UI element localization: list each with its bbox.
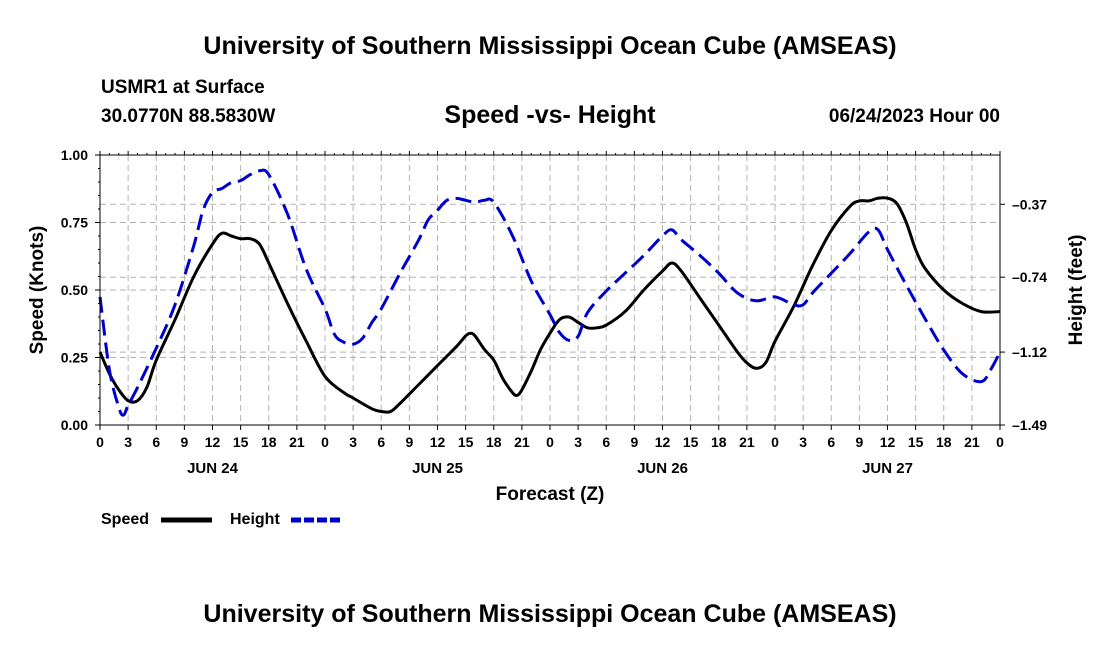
x-tick-label: 12 bbox=[430, 434, 446, 450]
x-axis: 0 3 6 9 12 15 18 21 0 3 6 9 12 15 18 21 0 3 6 9 12 15 18 21 0 3 6 9… bbox=[96, 151, 1004, 477]
y-right-tick-label: –0.37 bbox=[1012, 196, 1047, 212]
x-tick-label: 12 bbox=[655, 434, 671, 450]
x-tick-label: 15 bbox=[908, 434, 924, 450]
x-tick-label: 0 bbox=[546, 434, 554, 450]
y-axis-left: 0.00 0.25 0.50 0.75 1.00 bbox=[61, 147, 100, 433]
coords-label: 30.0770N 88.5830W bbox=[101, 106, 276, 127]
x-tick-label: 9 bbox=[180, 434, 188, 450]
x-tick-label: 21 bbox=[289, 434, 305, 450]
y-left-tick-label: 0.75 bbox=[61, 215, 88, 231]
x-tick-label: 3 bbox=[349, 434, 357, 450]
x-tick-label: 9 bbox=[855, 434, 863, 450]
chart-title: Speed -vs- Height bbox=[444, 101, 656, 129]
x-tick-label: 3 bbox=[799, 434, 807, 450]
footer-title: University of Southern Mississippi Ocean… bbox=[203, 600, 897, 628]
x-tick-label: 6 bbox=[602, 434, 610, 450]
y-right-tick-label: –1.49 bbox=[1012, 417, 1047, 433]
y-axis-right: –0.37 –0.74 –1.12 –1.49 bbox=[1000, 196, 1047, 433]
x-axis-title: Forecast (Z) bbox=[496, 484, 605, 505]
legend-label-height: Height bbox=[230, 511, 280, 528]
y-axis-left-title: Speed (Knots) bbox=[27, 226, 48, 355]
datetime-label: 06/24/2023 Hour 00 bbox=[828, 106, 1000, 127]
x-tick-label: 9 bbox=[630, 434, 638, 450]
x-tick-label: 18 bbox=[936, 434, 952, 450]
x-tick-label: 3 bbox=[124, 434, 132, 450]
day-label: JUN 25 bbox=[412, 460, 463, 477]
x-tick-label: 15 bbox=[458, 434, 474, 450]
x-tick-label: 6 bbox=[377, 434, 385, 450]
y-left-tick-label: 1.00 bbox=[61, 147, 88, 163]
grid-lines bbox=[100, 155, 1000, 426]
page-title: University of Southern Mississippi Ocean… bbox=[203, 32, 897, 60]
x-tick-label: 21 bbox=[514, 434, 530, 450]
x-tick-label: 12 bbox=[880, 434, 896, 450]
x-tick-label: 3 bbox=[574, 434, 582, 450]
series-line-height bbox=[98, 168, 1002, 417]
series-group bbox=[98, 168, 1002, 417]
x-tick-label: 15 bbox=[683, 434, 699, 450]
day-label: JUN 26 bbox=[637, 460, 688, 477]
x-tick-label: 21 bbox=[964, 434, 980, 450]
legend-label-speed: Speed bbox=[101, 511, 149, 528]
x-tick-label: 12 bbox=[205, 434, 221, 450]
y-right-tick-label: –0.74 bbox=[1012, 269, 1047, 285]
y-axis-right-title: Height (feet) bbox=[1066, 235, 1087, 346]
x-tick-label: 18 bbox=[711, 434, 727, 450]
day-label: JUN 27 bbox=[862, 460, 913, 477]
x-tick-label: 6 bbox=[827, 434, 835, 450]
day-label: JUN 24 bbox=[187, 460, 239, 477]
x-tick-label: 0 bbox=[996, 434, 1004, 450]
x-tick-label: 0 bbox=[771, 434, 779, 450]
x-tick-label: 18 bbox=[261, 434, 277, 450]
legend: Speed Height bbox=[101, 511, 342, 528]
x-tick-label: 6 bbox=[152, 434, 160, 450]
x-tick-label: 15 bbox=[233, 434, 249, 450]
x-tick-label: 18 bbox=[486, 434, 502, 450]
y-right-tick-label: –1.12 bbox=[1012, 344, 1047, 360]
x-tick-label: 9 bbox=[405, 434, 413, 450]
y-left-tick-label: 0.00 bbox=[61, 417, 88, 433]
y-left-tick-label: 0.50 bbox=[61, 282, 88, 298]
series-line-speed bbox=[98, 196, 1001, 414]
x-tick-label: 21 bbox=[739, 434, 755, 450]
y-left-tick-label: 0.25 bbox=[61, 350, 88, 366]
x-tick-label: 0 bbox=[96, 434, 104, 450]
x-tick-label: 0 bbox=[321, 434, 329, 450]
station-label: USMR1 at Surface bbox=[101, 77, 265, 98]
